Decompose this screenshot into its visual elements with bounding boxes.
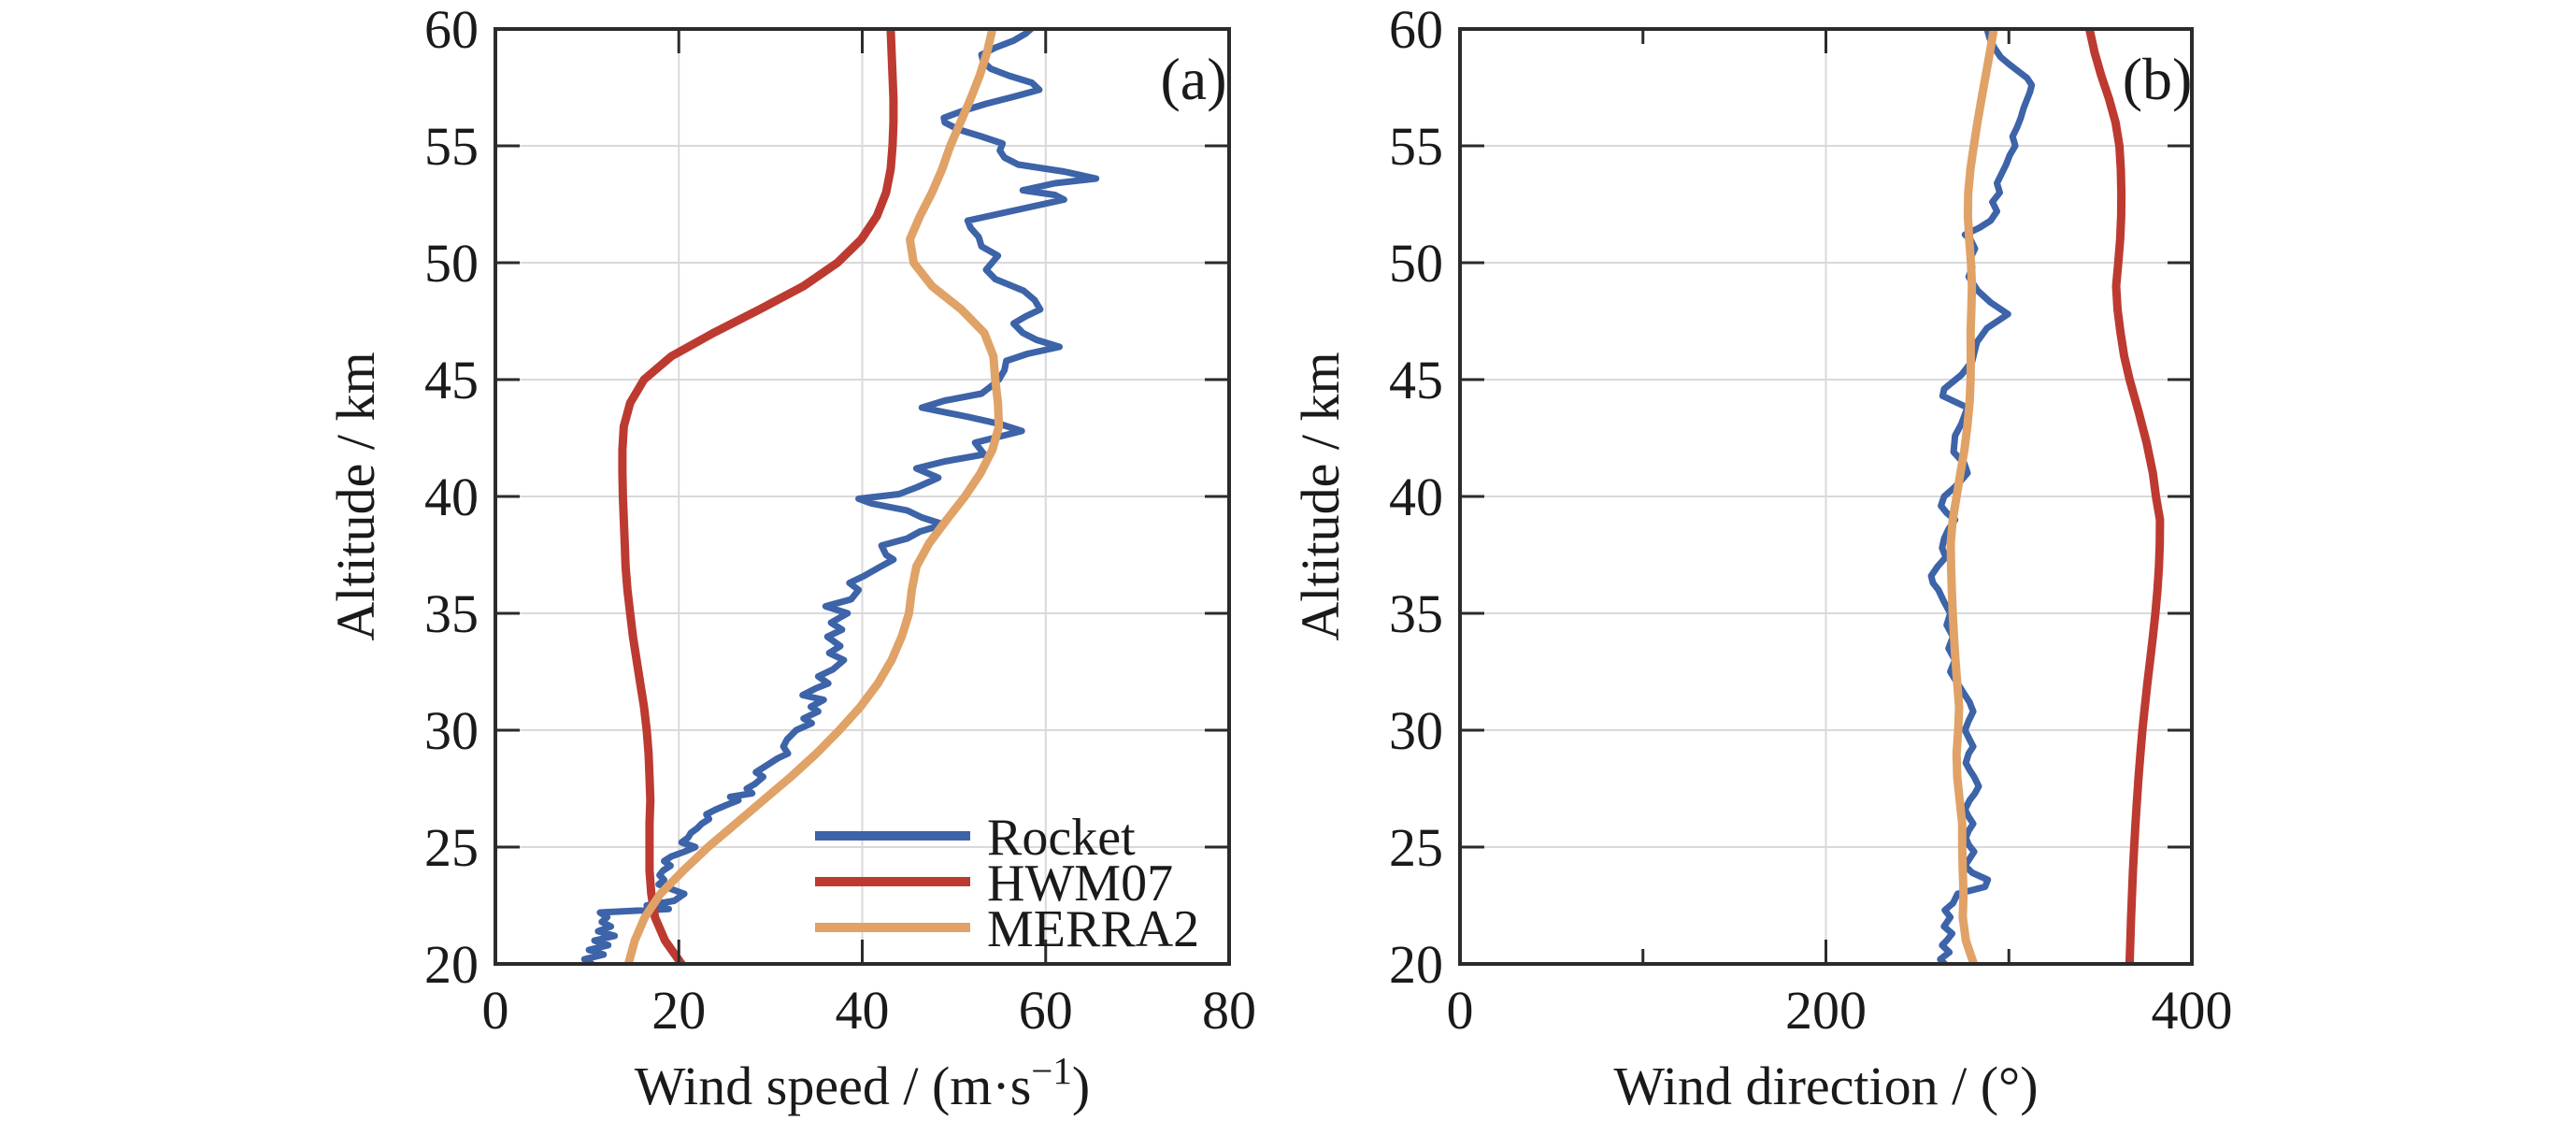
xtick-label-60-panel-a: 60 bbox=[1019, 980, 1073, 1041]
x-axis-title-panel-b: Wind direction / (°) bbox=[1613, 1056, 2038, 1116]
ytick-label-45-panel-a: 45 bbox=[424, 350, 479, 410]
merra2-line-panel-b bbox=[1946, 29, 1998, 964]
panel-label-b: (b) bbox=[2123, 46, 2193, 112]
ytick-label-45-panel-b: 45 bbox=[1389, 350, 1443, 410]
ytick-label-20-panel-b: 20 bbox=[1389, 934, 1443, 995]
y-axis-title-panel-a: Altitude / km bbox=[325, 352, 386, 640]
x-axis-title-panel-a: Wind speed / (m·s−1) bbox=[635, 1049, 1090, 1116]
ytick-label-55-panel-a: 55 bbox=[424, 116, 479, 177]
ytick-label-25-panel-b: 25 bbox=[1389, 817, 1443, 878]
xtick-label-20-panel-a: 20 bbox=[651, 980, 706, 1041]
xtick-label-400-panel-b: 400 bbox=[2152, 980, 2233, 1041]
ytick-label-35-panel-b: 35 bbox=[1389, 583, 1443, 644]
ytick-label-50-panel-b: 50 bbox=[1389, 233, 1443, 294]
ytick-label-60-panel-a: 60 bbox=[424, 0, 479, 60]
xtick-label-80-panel-a: 80 bbox=[1202, 980, 1256, 1041]
y-axis-title-panel-b: Altitude / km bbox=[1290, 352, 1351, 640]
rocket-line-panel-a bbox=[580, 29, 1100, 964]
legend-label-rocket: Rocket bbox=[987, 809, 1136, 867]
ytick-label-20-panel-a: 20 bbox=[424, 934, 479, 995]
xtick-label-0-panel-b: 0 bbox=[1447, 980, 1474, 1041]
hwm07-line-panel-a bbox=[618, 29, 898, 964]
ytick-label-40-panel-b: 40 bbox=[1389, 467, 1443, 527]
xtick-label-0-panel-a: 0 bbox=[482, 980, 509, 1041]
legend-label-merra2: MERRA2 bbox=[987, 900, 1199, 958]
legend-label-hwm07: HWM07 bbox=[987, 855, 1173, 913]
merra2-line-panel-a bbox=[623, 29, 1004, 964]
hwm07-line-panel-b bbox=[2084, 29, 2165, 964]
panel-label-a: (a) bbox=[1160, 46, 1226, 112]
xtick-label-40-panel-a: 40 bbox=[836, 980, 890, 1041]
ytick-label-60-panel-b: 60 bbox=[1389, 0, 1443, 60]
ytick-label-30-panel-b: 30 bbox=[1389, 700, 1443, 761]
ytick-label-55-panel-b: 55 bbox=[1389, 116, 1443, 177]
ytick-label-35-panel-a: 35 bbox=[424, 583, 479, 644]
rocket-line-panel-b bbox=[1927, 29, 2036, 964]
ytick-label-30-panel-a: 30 bbox=[424, 700, 479, 761]
ytick-label-50-panel-a: 50 bbox=[424, 233, 479, 294]
xtick-label-200-panel-b: 200 bbox=[1785, 980, 1867, 1041]
ytick-label-25-panel-a: 25 bbox=[424, 817, 479, 878]
ytick-label-40-panel-a: 40 bbox=[424, 467, 479, 527]
